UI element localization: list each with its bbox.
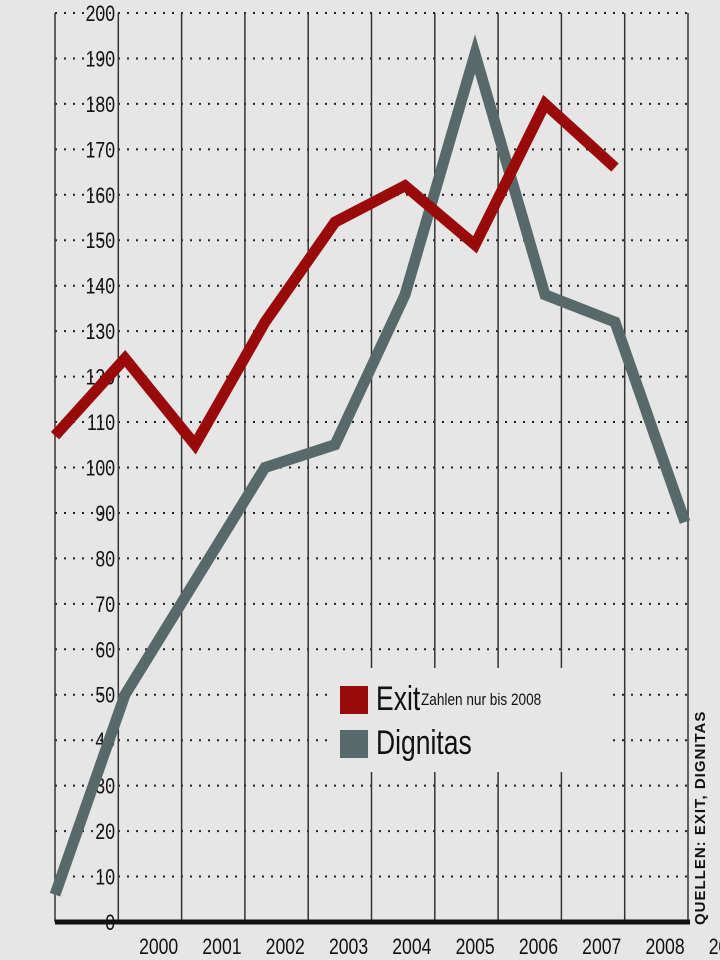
legend-item-dignitas: Dignitas (340, 724, 499, 763)
x-tick-label: 2009 (709, 935, 720, 959)
x-tick-label: 2005 (456, 935, 495, 959)
x-tick-label: 2003 (329, 935, 368, 959)
y-tick-label: 20 (95, 820, 115, 844)
x-tick-label: 2006 (519, 935, 558, 959)
series-line-exit (50, 94, 619, 455)
x-tick-label: 2000 (139, 935, 178, 959)
y-tick-label: 100 (86, 457, 115, 481)
y-tick-label: 200 (86, 2, 115, 26)
source-note: QUELLEN: EXIT, DIGNITAS (692, 710, 709, 925)
y-tick-label: 60 (95, 639, 115, 663)
x-tick-label: 2002 (266, 935, 305, 959)
y-tick-label: 110 (87, 411, 115, 435)
x-tick-label: 2007 (582, 935, 621, 959)
legend-note-exit: Zahlen nur bis 2008 (420, 689, 541, 709)
series-line-dignitas (49, 34, 691, 897)
y-tick-label: 180 (86, 93, 115, 117)
legend-swatch-exit (340, 685, 368, 714)
y-tick-label: 150 (86, 229, 115, 253)
y-tick-label: 190 (86, 48, 115, 72)
legend-label-dignitas: Dignitas (376, 724, 472, 762)
legend-label-exit: Exit (376, 680, 421, 718)
y-tick-label: 170 (86, 139, 115, 163)
y-tick-label: 130 (86, 320, 115, 344)
legend: Exit Zahlen nur bis 2008 Dignitas (332, 668, 610, 772)
legend-item-exit: Exit Zahlen nur bis 2008 (340, 680, 571, 719)
x-tick-label: 2004 (392, 935, 431, 959)
y-tick-label: 50 (95, 684, 115, 708)
legend-swatch-dignitas (340, 729, 368, 758)
y-tick-label: 160 (86, 184, 115, 208)
y-tick-label: 70 (95, 593, 115, 617)
y-tick-label: 10 (95, 866, 115, 890)
x-tick-label: 2008 (645, 935, 684, 959)
y-tick-label: 140 (86, 275, 115, 299)
x-tick-label: 2001 (202, 935, 241, 959)
y-tick-label: 80 (95, 548, 115, 572)
y-tick-label: 90 (95, 502, 115, 526)
